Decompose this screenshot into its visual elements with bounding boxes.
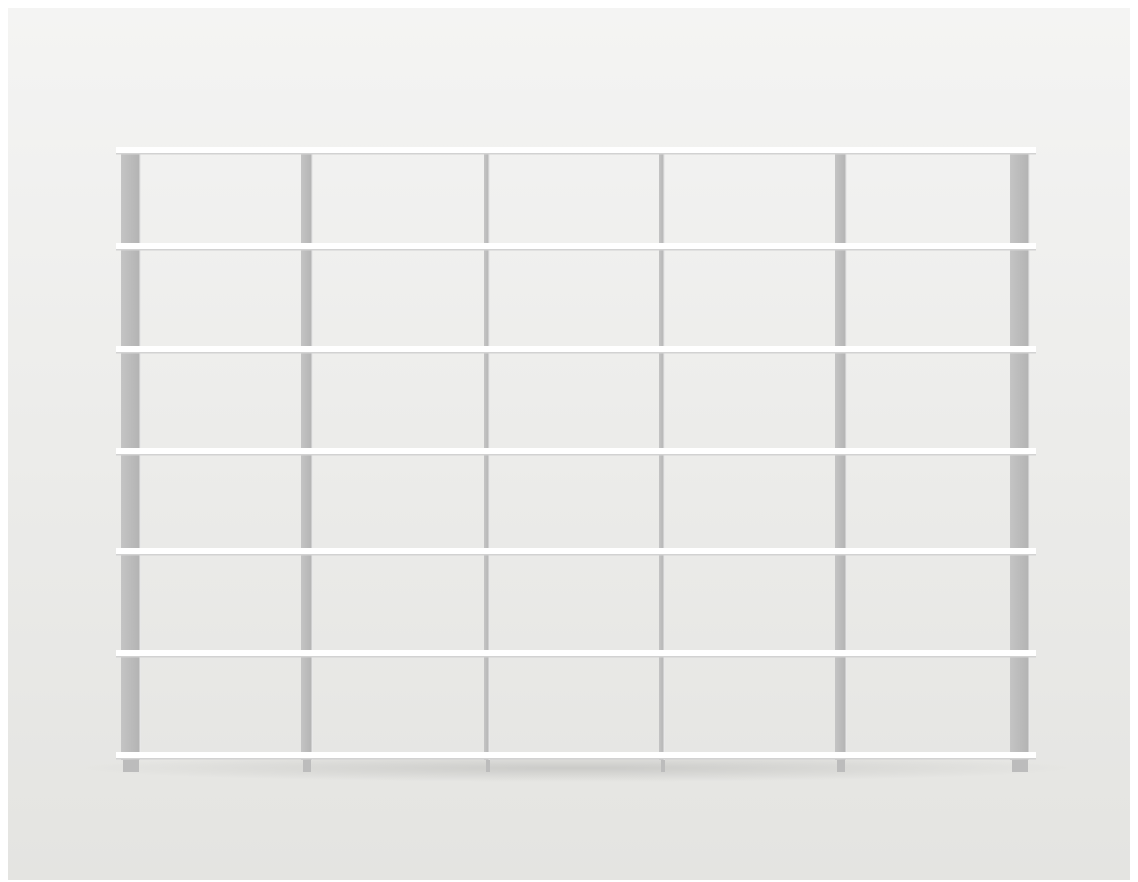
- shelf-board-edge: [116, 454, 1036, 456]
- foot: [486, 760, 490, 772]
- shelf-board-edge: [116, 153, 1036, 155]
- shelf-board-edge: [116, 352, 1036, 354]
- shelf-board: [116, 243, 1036, 249]
- foot: [837, 760, 845, 772]
- shelf-board-edge: [116, 758, 1036, 760]
- shelf-board: [116, 548, 1036, 554]
- shelf-board-edge: [116, 656, 1036, 658]
- shelf-board: [116, 752, 1036, 758]
- shelf-board: [116, 650, 1036, 656]
- page: Shelf {} html, body { margin: 0; padding…: [0, 0, 1138, 882]
- foot: [1012, 760, 1028, 772]
- shelf-board-edge: [116, 554, 1036, 556]
- shelf-board: [116, 147, 1036, 153]
- page-body: (() => { const ns = 'http://www.w3.org/2…: [0, 0, 1138, 882]
- shelf-board: [116, 346, 1036, 352]
- shelf-board-edge: [116, 249, 1036, 251]
- foot: [661, 760, 665, 772]
- foot: [123, 760, 139, 772]
- backdrop: [8, 8, 1130, 880]
- shelf-board: [116, 448, 1036, 454]
- photo: [0, 0, 1138, 882]
- foot: [303, 760, 311, 772]
